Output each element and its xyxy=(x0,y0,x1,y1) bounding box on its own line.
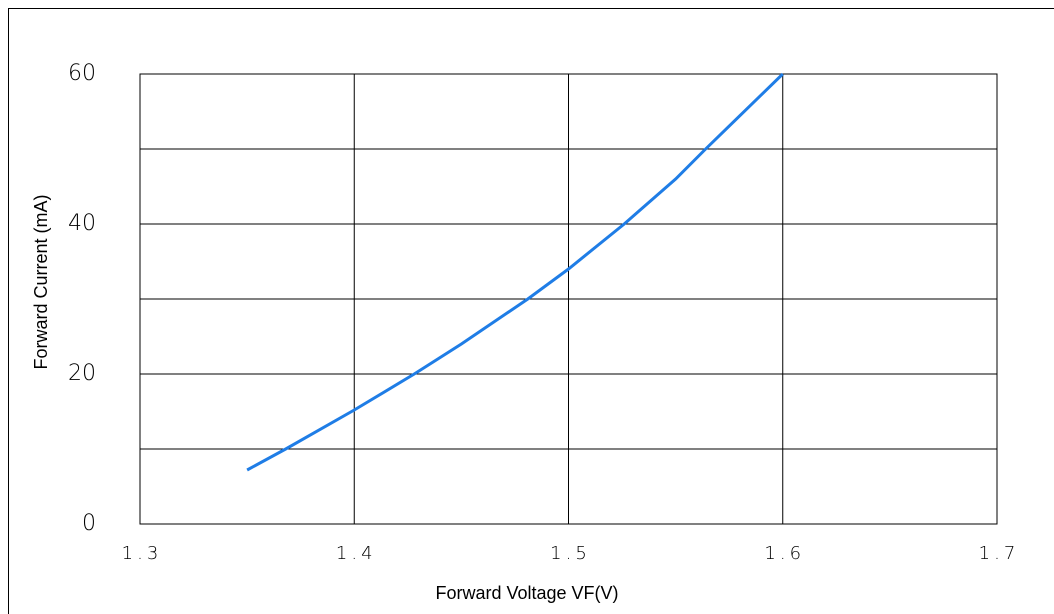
x-tick-label: 1.4 xyxy=(336,543,377,564)
frame xyxy=(9,9,1054,614)
y-tick-label: 0 xyxy=(82,511,96,536)
x-tick-label: 1.3 xyxy=(122,543,163,564)
chart: Forward Voltage VF(V) Forward Current (m… xyxy=(0,0,1054,614)
x-tick-label: 1.5 xyxy=(550,543,591,564)
y-axis-label: Forward Current (mA) xyxy=(31,194,51,369)
x-tick-label: 1.7 xyxy=(979,543,1020,564)
x-tick-label: 1.6 xyxy=(764,543,805,564)
y-tick-label: 60 xyxy=(68,61,96,86)
y-tick-label: 20 xyxy=(68,361,96,386)
y-tick-label: 40 xyxy=(68,211,96,236)
data-line xyxy=(247,74,783,470)
x-axis-label: Forward Voltage VF(V) xyxy=(435,583,618,603)
